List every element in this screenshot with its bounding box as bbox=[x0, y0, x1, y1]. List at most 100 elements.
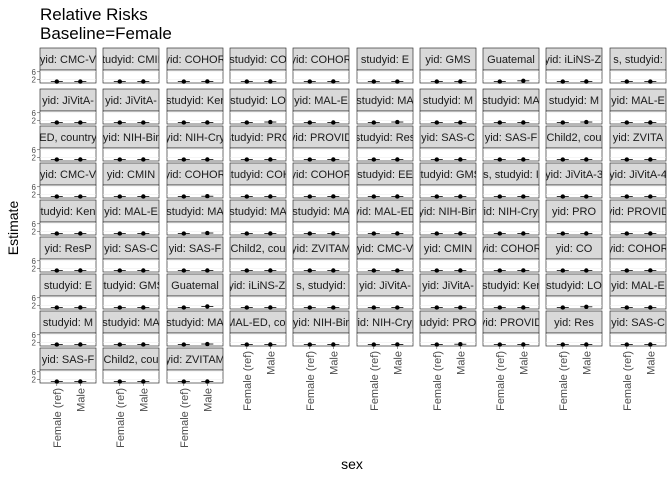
facet-strip-label: studyid: Ker bbox=[166, 95, 224, 107]
facet-strip-label: yid: SAS-F bbox=[169, 243, 222, 255]
estimate-point bbox=[648, 305, 653, 310]
facet-strip-label: yid: SAS-C bbox=[611, 317, 665, 329]
facet-strip-label: yid: COHOR bbox=[164, 169, 225, 181]
facet-strip-label: studyid: EE bbox=[357, 169, 413, 181]
estimate-point bbox=[560, 305, 565, 310]
estimate-point bbox=[648, 194, 653, 199]
estimate-point bbox=[78, 268, 83, 273]
y-tick-label: 2 bbox=[32, 376, 37, 385]
estimate-point bbox=[371, 157, 376, 162]
estimate-point bbox=[307, 305, 312, 310]
estimate-point bbox=[458, 268, 463, 273]
estimate-point bbox=[395, 119, 400, 125]
x-tick-label: Male bbox=[202, 388, 214, 412]
estimate-point bbox=[181, 231, 186, 236]
estimate-point bbox=[141, 79, 146, 84]
facet-strip-label: yid: PROVID bbox=[290, 132, 352, 144]
estimate-point bbox=[331, 157, 336, 162]
estimate-point bbox=[205, 230, 210, 236]
x-tick-label: Female (ref) bbox=[52, 388, 64, 448]
facet-strip-label: s, studyid: bbox=[296, 280, 346, 292]
x-tick-label: Female (ref) bbox=[432, 351, 444, 411]
estimate-point bbox=[268, 268, 273, 273]
estimate-point bbox=[181, 268, 186, 273]
estimate-point bbox=[560, 157, 565, 162]
estimate-point bbox=[395, 231, 400, 236]
y-tick-label: 6 bbox=[32, 368, 37, 377]
estimate-point bbox=[521, 194, 526, 199]
estimate-point bbox=[395, 268, 400, 273]
x-tick-label: Male bbox=[265, 351, 277, 375]
estimate-point bbox=[497, 120, 502, 125]
estimate-point bbox=[181, 79, 186, 84]
estimate-point bbox=[521, 305, 526, 310]
estimate-point bbox=[117, 268, 123, 273]
y-tick-label: 2 bbox=[32, 302, 37, 311]
estimate-point bbox=[331, 120, 336, 125]
estimate-point bbox=[205, 304, 210, 309]
estimate-point bbox=[560, 268, 565, 273]
estimate-point bbox=[434, 231, 439, 236]
estimate-point bbox=[497, 231, 502, 236]
y-tick-label: 2 bbox=[32, 191, 37, 200]
estimate-point bbox=[141, 342, 146, 347]
facet-strip-label: yid: NIH-Bir bbox=[103, 132, 160, 144]
estimate-point bbox=[268, 342, 273, 347]
facet-strip-label: yid: MAL-E bbox=[611, 280, 665, 292]
estimate-point bbox=[117, 379, 123, 384]
y-tick-label: 6 bbox=[32, 220, 37, 229]
estimate-point bbox=[371, 194, 376, 199]
estimate-point bbox=[371, 268, 376, 273]
estimate-point bbox=[624, 268, 629, 273]
estimate-point bbox=[331, 79, 336, 84]
y-tick-label: 6 bbox=[32, 257, 37, 266]
x-tick-label: Female (ref) bbox=[242, 351, 254, 411]
estimate-point bbox=[497, 268, 502, 273]
estimate-point bbox=[648, 342, 653, 347]
estimate-point bbox=[78, 342, 83, 347]
facet-strip-label: s, studyid: bbox=[613, 54, 663, 66]
facet-strip-label: yid: NIH-Bir bbox=[293, 317, 350, 329]
facet-strip-label: Guatemal bbox=[487, 54, 535, 66]
facet-strip-label: yid: ZVITA bbox=[613, 132, 664, 144]
facet-strip-label: studyid: Res bbox=[355, 132, 416, 144]
facet-strip-label: udyid: PRO bbox=[420, 317, 477, 329]
estimate-point bbox=[205, 79, 210, 84]
estimate-point bbox=[307, 268, 312, 273]
facet-strip-label: yid: JiVitA- bbox=[105, 95, 157, 107]
facet-strip-label: yid: CMC-V bbox=[40, 54, 97, 66]
facet-strip-label: yid: SAS-F bbox=[485, 132, 538, 144]
estimate-point bbox=[331, 268, 336, 273]
y-tick-label: 2 bbox=[32, 76, 37, 85]
facet-strip-label: studyid: E bbox=[361, 54, 409, 66]
estimate-point bbox=[78, 194, 83, 199]
estimate-point bbox=[648, 79, 653, 84]
estimate-point bbox=[584, 304, 589, 310]
facet-strip-label: yid: CMC-V bbox=[357, 243, 414, 255]
estimate-point bbox=[307, 157, 312, 162]
facet-strip-label: yid: ResP bbox=[44, 243, 91, 255]
facet-strip-label: yid: JiVitA-3 bbox=[545, 169, 603, 181]
estimate-point bbox=[117, 231, 123, 236]
facet-strip-label: yid: COHOR bbox=[607, 243, 668, 255]
facet-strip-label: studyid: LO bbox=[230, 95, 286, 107]
estimate-point bbox=[434, 79, 439, 84]
facet-strip-label: studyid: E bbox=[44, 280, 92, 292]
estimate-point bbox=[141, 305, 146, 310]
estimate-point bbox=[371, 231, 376, 236]
estimate-point bbox=[244, 268, 249, 273]
x-tick-label: Male bbox=[455, 351, 467, 375]
estimate-point bbox=[624, 231, 629, 236]
facet-strip-label: yid: MAL-ED, country bbox=[206, 317, 310, 329]
estimate-point bbox=[205, 194, 210, 199]
estimate-point bbox=[434, 305, 439, 310]
estimate-point bbox=[54, 231, 59, 236]
estimate-point bbox=[331, 194, 336, 199]
x-axis-title: sex bbox=[341, 456, 363, 472]
facet-strip-label: yid: CMIN bbox=[424, 243, 472, 255]
estimate-point bbox=[181, 305, 186, 310]
estimate-point bbox=[648, 120, 653, 125]
facet-strip-label: yid: MAL-E bbox=[611, 95, 665, 107]
estimate-point bbox=[78, 305, 83, 310]
